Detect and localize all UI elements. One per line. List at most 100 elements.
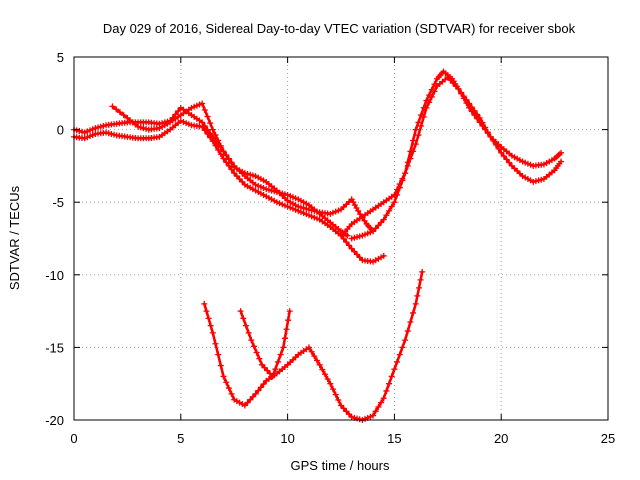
data-point-interp (490, 137, 497, 144)
data-point-interp (346, 242, 353, 249)
data-point-interp (303, 205, 310, 212)
data-point (558, 158, 565, 165)
data-point-interp (394, 191, 401, 198)
x-tick-label: 25 (601, 431, 615, 446)
data-point-interp (287, 204, 294, 211)
data-point-interp (500, 153, 507, 160)
data-point (359, 232, 366, 239)
data-point-interp (279, 201, 286, 208)
data-point-interp (375, 403, 382, 410)
data-point (558, 149, 565, 156)
data-point (444, 74, 451, 81)
data-point-interp (201, 127, 208, 134)
data-point-interp (367, 229, 374, 236)
data-point-interp (289, 194, 296, 201)
data-point-interp (375, 222, 382, 229)
data-point-interp (361, 217, 368, 224)
data-point-interp (108, 130, 115, 137)
data-point (412, 141, 419, 148)
data-point-interp (324, 375, 331, 382)
data-point (338, 402, 344, 409)
data-point (284, 203, 291, 210)
data-point-interp (205, 315, 212, 322)
x-axis-label: GPS time / hours (291, 458, 390, 473)
data-point-interp (266, 370, 273, 377)
data-point-interp (404, 162, 411, 169)
data-point (466, 100, 473, 107)
data-point-interp (97, 123, 104, 130)
data-point-interp (343, 408, 350, 415)
data-point-interp (383, 387, 390, 394)
data-point-interp (471, 107, 478, 114)
data-point-interp (492, 141, 499, 148)
data-point (370, 412, 377, 419)
data-point (81, 129, 88, 136)
data-point-interp (362, 231, 369, 238)
data-point-interp (260, 185, 267, 192)
data-point-interp (367, 413, 374, 420)
data-point-interp (420, 113, 427, 120)
data-point (419, 268, 426, 275)
plot-frame (73, 56, 609, 421)
data-point-interp (524, 160, 531, 167)
data-point-interp (185, 121, 192, 128)
data-point-interp (281, 335, 288, 342)
data-point-interp (503, 156, 510, 163)
data-point (412, 126, 419, 133)
data-point-interp (460, 93, 467, 100)
data-point-interp (388, 373, 395, 380)
series-line (72, 119, 385, 263)
data-point-interp (329, 209, 336, 216)
data-point (348, 245, 355, 252)
data-point (476, 114, 483, 121)
data-point-interp (415, 119, 422, 126)
data-point (241, 170, 248, 177)
data-point-interp (228, 160, 235, 167)
data-point-interp (313, 208, 320, 215)
data-point-interp (212, 340, 219, 347)
data-point-interp (196, 101, 203, 108)
y-axis-label: SDTVAR / TECUs (7, 185, 22, 290)
data-point-interp (201, 106, 208, 113)
data-point-interp (207, 322, 214, 329)
data-point-interp (143, 125, 150, 132)
data-point-interp (76, 128, 83, 135)
data-point (380, 216, 387, 223)
data-point (81, 135, 88, 142)
data-point-interp (212, 132, 219, 139)
data-point-interp (354, 415, 361, 422)
data-point (391, 366, 398, 373)
data-point-interp (140, 125, 147, 132)
data-point (284, 191, 291, 198)
data-point-interp (215, 351, 222, 358)
data-point-interp (321, 371, 328, 378)
data-point-interp (256, 355, 263, 362)
data-point-interp (240, 315, 247, 322)
y-tick-label: 0 (57, 123, 64, 138)
data-point-interp (351, 234, 358, 241)
data-point-interp (255, 182, 262, 189)
data-point-interp (354, 234, 361, 241)
data-point-interp (212, 142, 219, 149)
data-point-interp (257, 384, 264, 391)
y-tick-label: -5 (52, 195, 64, 210)
data-point-interp (175, 108, 182, 115)
data-point-interp (253, 349, 260, 356)
data-point-interp (236, 175, 243, 182)
data-point (344, 232, 351, 239)
data-point-interp (383, 212, 390, 219)
data-point-interp (414, 292, 421, 299)
data-point (286, 308, 293, 315)
data-point-interp (180, 118, 187, 125)
data-point-interp (386, 207, 393, 214)
data-point-interp (428, 93, 435, 100)
data-point (199, 123, 206, 130)
data-point-interp (447, 77, 454, 84)
data-point-interp (84, 134, 91, 141)
data-point-interp (415, 284, 422, 291)
data-point-interp (340, 405, 347, 412)
x-tick-label: 20 (494, 431, 508, 446)
data-point-interp (396, 351, 403, 358)
data-point-interp (372, 225, 379, 232)
data-point (188, 104, 195, 111)
